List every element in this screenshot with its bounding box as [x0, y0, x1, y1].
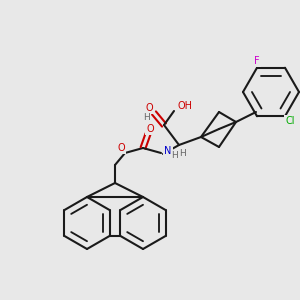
Text: H: H [180, 148, 186, 158]
Text: O: O [146, 124, 154, 134]
Text: H: H [172, 152, 178, 160]
Text: O: O [145, 103, 153, 113]
Text: H: H [142, 112, 149, 122]
Text: F: F [254, 56, 260, 66]
Text: N: N [164, 146, 172, 156]
Text: O: O [117, 143, 125, 153]
Text: OH: OH [177, 101, 192, 111]
Text: Cl: Cl [285, 116, 295, 126]
